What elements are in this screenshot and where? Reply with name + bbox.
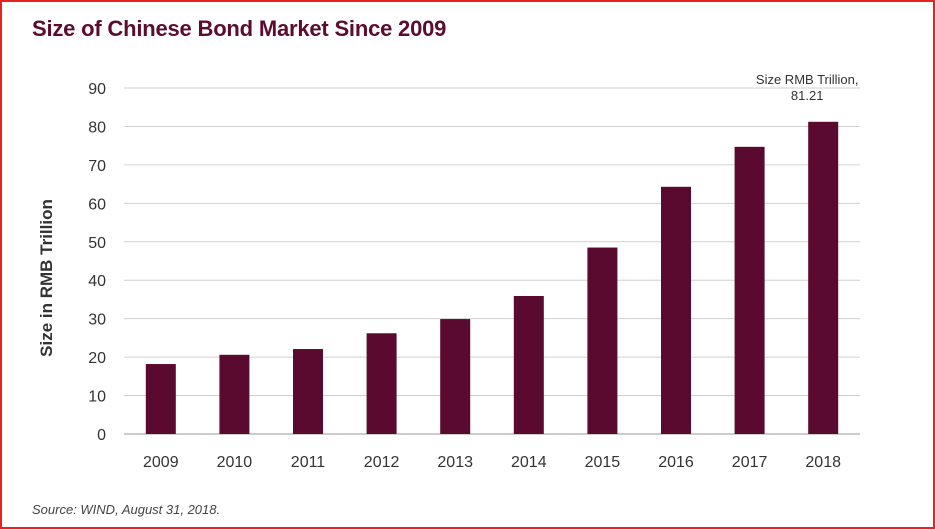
x-tick-label: 2016 — [658, 454, 694, 471]
bars — [145, 121, 839, 434]
x-tick-label: 2012 — [364, 454, 400, 471]
x-tick-label: 2013 — [437, 454, 473, 471]
y-axis-label: Size in RMB Trillion — [37, 199, 56, 357]
y-tick-label: 80 — [88, 119, 106, 136]
y-tick-label: 30 — [88, 312, 106, 329]
bar-annotation-line1: Size RMB Trillion, — [756, 72, 859, 87]
source-note: Source: WIND, August 31, 2018. — [32, 502, 221, 517]
x-tick-label: 2018 — [805, 454, 841, 471]
bar-2017 — [734, 146, 765, 434]
y-tick-label: 70 — [88, 158, 106, 175]
bar-2014 — [513, 295, 544, 434]
x-tick-labels: 2009 2010 2011 2012 2013 2014 2015 2016 2017 2018 — [143, 454, 841, 471]
y-tick-label: 10 — [88, 389, 106, 406]
bar-2015 — [587, 247, 618, 434]
x-tick-label: 2014 — [511, 454, 547, 471]
x-tick-label: 2017 — [732, 454, 768, 471]
x-tick-label: 2015 — [585, 454, 621, 471]
x-tick-label: 2010 — [217, 454, 253, 471]
bar-2009 — [145, 364, 176, 434]
bar-annotation-line2: 81.21 — [791, 88, 824, 103]
x-tick-label: 2011 — [291, 454, 326, 471]
y-tick-label: 60 — [88, 196, 106, 213]
bar-2012 — [366, 333, 397, 434]
bar-2018 — [808, 121, 839, 434]
x-tick-label: 2009 — [143, 454, 179, 471]
y-tick-label: 90 — [88, 81, 106, 98]
y-tick-label: 20 — [88, 350, 106, 367]
bar-2011 — [293, 349, 323, 434]
y-tick-label: 0 — [97, 427, 106, 444]
bar-2016 — [661, 186, 691, 434]
y-tick-label: 40 — [88, 273, 106, 290]
bar-2013 — [440, 319, 471, 434]
bar-2010 — [219, 354, 250, 434]
y-tick-labels: 0 10 20 30 40 50 60 70 80 90 — [88, 81, 106, 444]
chart-title: Size of Chinese Bond Market Since 2009 — [32, 16, 447, 41]
y-tick-label: 50 — [88, 235, 106, 252]
